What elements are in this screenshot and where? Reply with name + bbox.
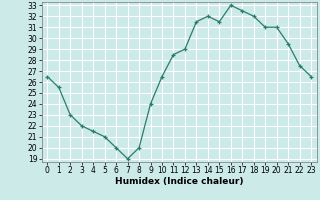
X-axis label: Humidex (Indice chaleur): Humidex (Indice chaleur) — [115, 177, 244, 186]
